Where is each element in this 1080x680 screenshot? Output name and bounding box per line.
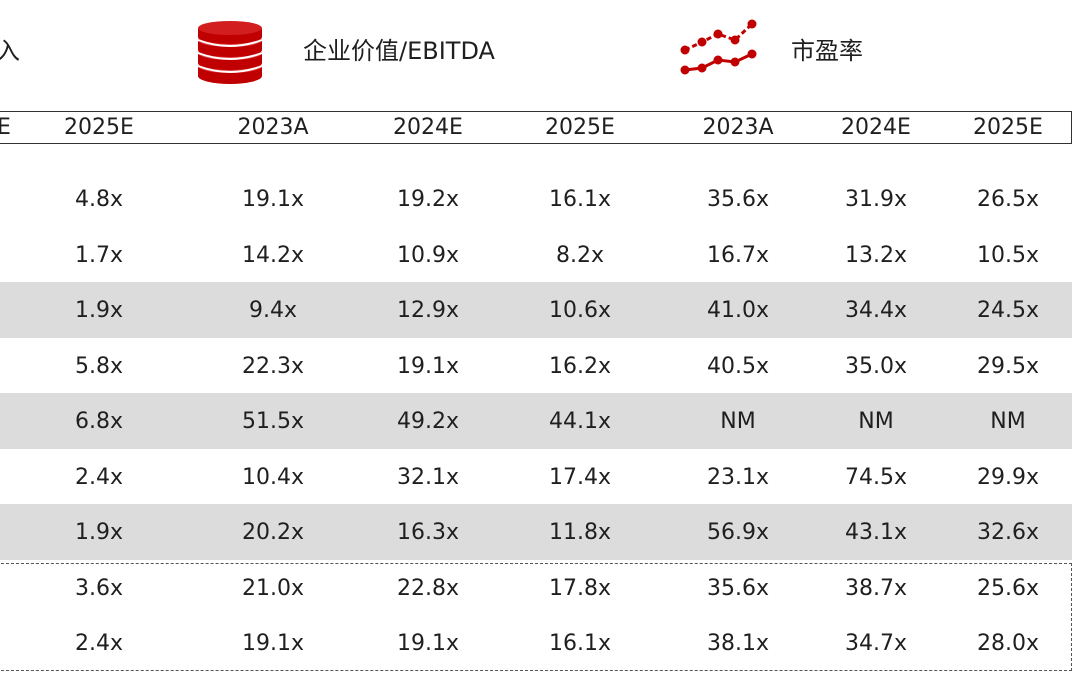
table-cell: 10.4x [241, 464, 304, 490]
table-cell: 6.8x [74, 409, 123, 434]
table-cell: 44.1x [548, 409, 611, 434]
table-cell: 49.2x [396, 409, 459, 434]
table-cell: 38.1x [706, 631, 769, 656]
table-cell: 29.5x [976, 353, 1039, 379]
pe-ratio-header-label: 市盈率 [791, 37, 863, 65]
table-cell: 20.2x [241, 520, 304, 545]
table-cell: 10.5x [976, 242, 1039, 268]
table-cell: 1.9x [74, 298, 123, 323]
table-cell: 43.1x [844, 520, 907, 545]
table-cell: 19.1x [396, 631, 459, 656]
revenue-header-label: 入 [0, 37, 20, 65]
table-cell: 22.8x [396, 575, 459, 601]
table-cell: 22.3x [241, 353, 304, 379]
table-cell: 41.0x [706, 298, 769, 323]
table-cell: 9.4x [248, 298, 297, 323]
year-header-cell: 2025E [545, 115, 615, 140]
table-cell: 3.6x [74, 575, 123, 601]
table-cell: 16.3x [396, 520, 459, 545]
table-cell: 40.5x [706, 353, 769, 379]
table-cell: 56.9x [706, 520, 769, 545]
table-cell: NM [720, 409, 756, 434]
table-cell: 29.9x [976, 464, 1039, 490]
table-cell: 31.9x [844, 187, 907, 212]
table-cell: 51.5x [241, 409, 304, 434]
table-cell: 26.5x [976, 187, 1039, 212]
table-cell: 17.8x [548, 575, 611, 601]
table-cell: 5.8x [74, 353, 123, 379]
table-cell: 21.0x [241, 575, 304, 601]
dashed-summary-box [0, 563, 1072, 671]
table-cell: 38.7x [844, 575, 907, 601]
table-cell: 14.2x [241, 242, 304, 268]
table-cell: 35.6x [706, 575, 769, 601]
year-header-cell: 2024E [841, 115, 911, 140]
ev-ebitda-header-label: 企业价值/EBITDA [303, 37, 495, 65]
table-cell: 32.1x [396, 464, 459, 490]
table-cell: 19.1x [241, 187, 304, 212]
table-cell: 34.7x [844, 631, 907, 656]
coin-stack-icon [197, 21, 263, 84]
table-cell: 16.2x [548, 353, 611, 379]
year-header-bar [0, 111, 1072, 144]
table-cell: 2.4x [74, 631, 123, 656]
table-cell: 17.4x [548, 464, 611, 490]
row-band [0, 503, 1072, 560]
table-cell: 10.6x [548, 298, 611, 323]
table-cell: 1.9x [74, 520, 123, 545]
table-cell: 12.9x [396, 298, 459, 323]
table-cell: 32.6x [976, 520, 1039, 545]
table-cell: 25.6x [976, 575, 1039, 601]
year-header-cell: E [0, 115, 11, 140]
table-cell: 35.6x [706, 187, 769, 212]
table-cell: NM [858, 409, 894, 434]
table-cell: 34.4x [844, 298, 907, 323]
table-cell: 10.9x [396, 242, 459, 268]
year-header-cell: 2025E [973, 115, 1043, 140]
table-cell: 19.2x [396, 187, 459, 212]
table-cell: 74.5x [844, 464, 907, 490]
table-cell: 28.0x [976, 631, 1039, 656]
table-cell: 19.1x [241, 631, 304, 656]
year-header-cell: 2024E [393, 115, 463, 140]
table-cell: 1.7x [74, 242, 123, 268]
row-band [0, 281, 1072, 338]
table-cell: 24.5x [976, 298, 1039, 323]
row-band [0, 392, 1072, 449]
table-cell: 8.2x [555, 242, 604, 268]
table-cell: 13.2x [844, 242, 907, 268]
year-header-cell: 2023A [237, 115, 309, 140]
table-cell: 2.4x [74, 464, 123, 490]
table-cell: 16.1x [548, 631, 611, 656]
table-cell: 19.1x [396, 353, 459, 379]
table-cell: 4.8x [74, 187, 123, 212]
year-header-cell: 2023A [702, 115, 774, 140]
table-cell: 16.1x [548, 187, 611, 212]
table-cell: 23.1x [706, 464, 769, 490]
table-cell: 16.7x [706, 242, 769, 268]
table-cell: NM [990, 409, 1026, 434]
line-chart-icon [680, 19, 757, 75]
table-cell: 35.0x [844, 353, 907, 379]
table-cell: 11.8x [548, 520, 611, 545]
year-header-cell: 2025E [64, 115, 134, 140]
